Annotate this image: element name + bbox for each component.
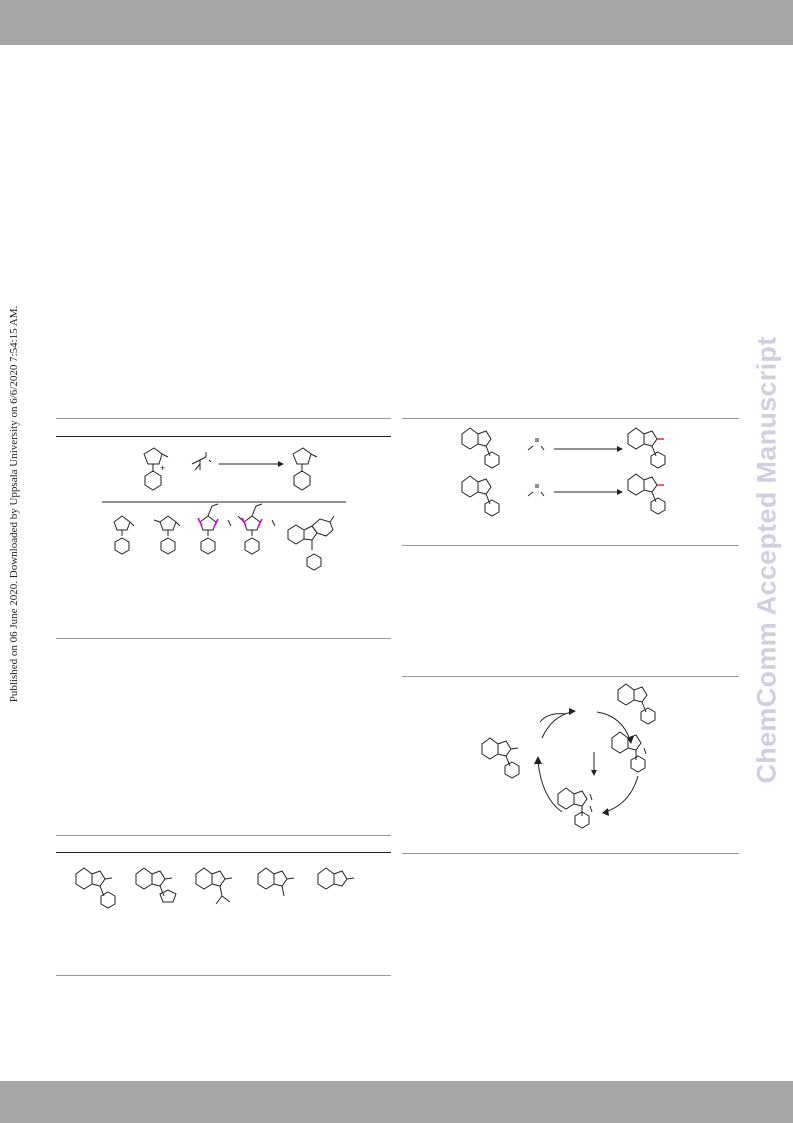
table2-top-rule [56,835,391,836]
scheme3-top-rule [402,676,739,677]
indole-icon [557,787,593,816]
pyrrole-icon [237,503,276,536]
reagent-icon [527,484,545,497]
control-experiment-scheme [461,427,666,517]
reaction-arrow-icon [554,489,623,495]
catalytic-cycle-arrow-icon [534,708,639,816]
pyrimidine-icon [100,891,116,909]
pyrrole-icon [197,503,232,536]
indole-icon [627,473,664,503]
indole-icon [481,737,519,767]
scheme2-bottom-rule [402,545,739,546]
pyrimidine-icon [200,537,216,555]
pyrimidine-icon [640,707,656,725]
table1-header-rule [56,436,391,437]
reaction-arrow-icon [554,446,623,452]
indole-icon [195,867,233,905]
pyrimidine-icon [484,451,500,469]
pyrimidine-icon [293,470,311,491]
indole-icon [257,867,295,897]
indole-icon [75,867,113,897]
reaction-arrow-icon [219,461,284,467]
watermark-text: ChemComm Accepted Manuscript [751,336,782,784]
indole-icon [317,867,355,890]
table2-header-rule [56,852,391,853]
substrate-scope-scheme: + [102,447,346,571]
indole-icon [617,683,648,713]
pyrimidine-icon [484,499,500,517]
table2-bottom-rule [56,975,391,976]
pyrimidine-icon [144,470,162,491]
carbazole-icon [287,515,335,550]
directing-group-scheme [75,867,355,909]
indole-icon [461,475,492,505]
pyrimidine-icon [650,451,666,469]
pyrimidine-icon [306,553,322,571]
pyrimidine-icon [574,811,590,829]
pyrrole-icon [159,889,177,903]
pyrrole-icon [153,515,181,536]
download-notice-text: Published on 06 June 2020. Downloaded by… [8,305,20,703]
indole-icon [461,427,492,457]
indole-icon [627,427,664,457]
pyrimidine-icon [244,537,260,555]
pyrrole-icon [292,447,318,472]
footer-band [0,1081,793,1123]
header-band [0,0,793,45]
scheme2-top-rule [402,418,739,419]
table1-top-rule [56,418,391,419]
plus-sign: + [160,463,165,473]
pyrimidine-icon [114,537,130,555]
indole-icon [611,731,647,760]
pyrimidine-icon [630,755,646,773]
pyrrole-icon [113,515,135,536]
reagent-icon [527,438,545,451]
scheme3-bottom-rule [402,853,739,854]
pyrimidine-icon [650,497,666,515]
catalytic-cycle-scheme [481,683,656,829]
indole-icon [135,867,173,897]
table1-bottom-rule [56,638,391,639]
pyrimidine-icon [504,761,520,779]
pyrimidine-icon [160,537,176,555]
reagent-icon [191,452,212,471]
